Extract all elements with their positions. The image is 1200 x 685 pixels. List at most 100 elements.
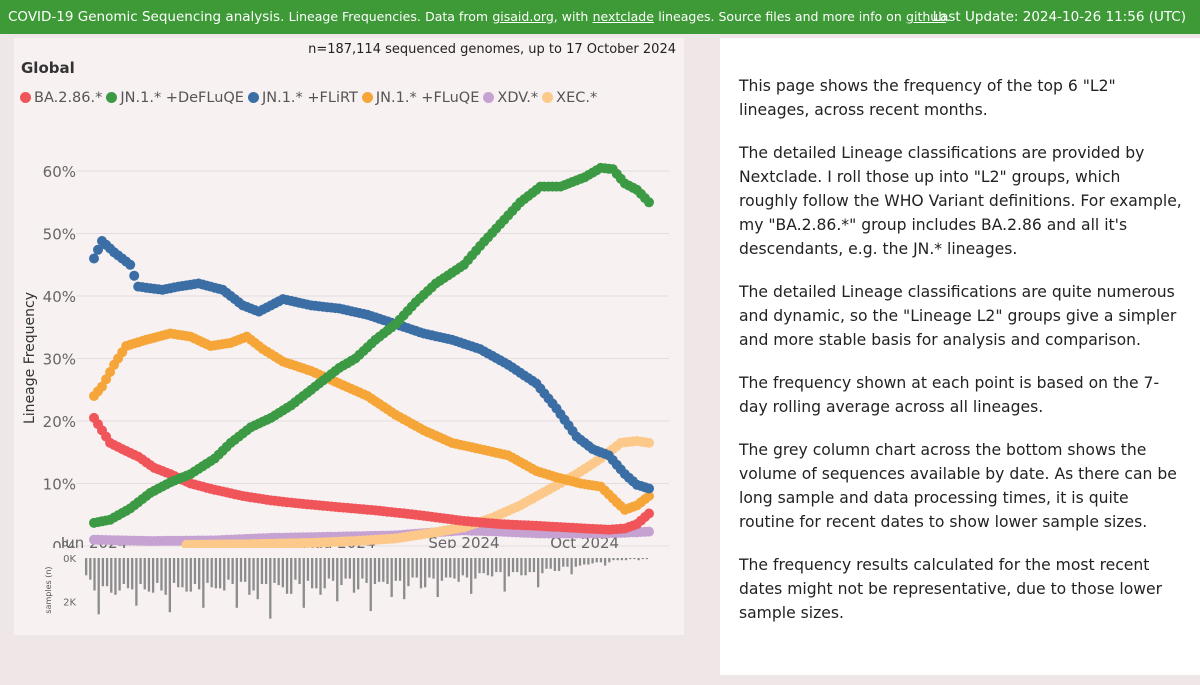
- samples-bar[interactable]: [465, 558, 469, 578]
- samples-bar[interactable]: [143, 558, 146, 590]
- legend-item[interactable]: JN.1.* +DeFLuQE: [106, 90, 244, 106]
- samples-bar[interactable]: [603, 558, 607, 566]
- samples-bar[interactable]: [629, 558, 632, 560]
- samples-bar[interactable]: [470, 558, 473, 594]
- samples-bar[interactable]: [369, 558, 372, 612]
- samples-bar[interactable]: [227, 558, 230, 580]
- samples-bar[interactable]: [110, 558, 113, 593]
- data-point[interactable]: [101, 374, 112, 385]
- samples-bar[interactable]: [620, 558, 623, 561]
- samples-bar[interactable]: [344, 558, 347, 579]
- samples-bar[interactable]: [214, 558, 218, 589]
- samples-bar[interactable]: [181, 558, 184, 588]
- data-point[interactable]: [129, 270, 140, 281]
- samples-bar[interactable]: [285, 558, 289, 594]
- samples-bar[interactable]: [156, 558, 159, 583]
- data-point[interactable]: [644, 491, 654, 501]
- samples-bar[interactable]: [436, 558, 439, 597]
- samples-bar[interactable]: [189, 558, 192, 592]
- series-ba-2-86[interactable]: [89, 412, 654, 535]
- samples-bar[interactable]: [239, 558, 243, 582]
- samples-bar[interactable]: [177, 558, 180, 588]
- samples-bar[interactable]: [277, 558, 280, 586]
- samples-bar[interactable]: [461, 558, 464, 576]
- data-point[interactable]: [644, 197, 654, 208]
- samples-bar[interactable]: [290, 558, 293, 594]
- samples-bar[interactable]: [440, 558, 444, 581]
- samples-bar[interactable]: [432, 558, 435, 579]
- samples-bar[interactable]: [122, 558, 125, 584]
- samples-bar[interactable]: [478, 558, 481, 574]
- samples-bar[interactable]: [126, 558, 130, 589]
- samples-bar[interactable]: [365, 558, 368, 583]
- samples-bar[interactable]: [532, 558, 536, 573]
- samples-bar[interactable]: [545, 558, 548, 569]
- samples-bar[interactable]: [114, 558, 117, 595]
- samples-bar[interactable]: [377, 558, 381, 582]
- samples-bar[interactable]: [457, 558, 460, 582]
- samples-bar[interactable]: [566, 558, 569, 567]
- samples-bar[interactable]: [269, 558, 272, 619]
- samples-bar[interactable]: [105, 558, 109, 587]
- samples-bar[interactable]: [281, 558, 284, 588]
- samples-bar[interactable]: [260, 558, 264, 584]
- samples-bar[interactable]: [89, 558, 92, 580]
- samples-bar[interactable]: [453, 558, 456, 579]
- samples-bar[interactable]: [352, 558, 356, 593]
- legend-item[interactable]: JN.1.* +FLiRT: [247, 90, 358, 106]
- samples-bar[interactable]: [549, 558, 552, 569]
- samples-bar[interactable]: [172, 558, 176, 583]
- samples-bar[interactable]: [562, 558, 565, 567]
- samples-bar[interactable]: [587, 558, 590, 565]
- samples-bar[interactable]: [160, 558, 163, 591]
- samples-bar[interactable]: [557, 558, 561, 571]
- gisaid-link[interactable]: gisaid.org: [492, 9, 554, 24]
- samples-bar[interactable]: [323, 558, 326, 589]
- lineage-frequency-chart[interactable]: Lineage Frequency0%10%20%30%40%50%60%Jun…: [14, 118, 684, 548]
- samples-bar[interactable]: [139, 558, 142, 584]
- samples-bar[interactable]: [315, 558, 318, 589]
- samples-bar[interactable]: [591, 558, 594, 564]
- samples-bar[interactable]: [135, 558, 138, 606]
- data-point[interactable]: [644, 483, 654, 494]
- samples-bar[interactable]: [415, 558, 418, 578]
- samples-bar[interactable]: [503, 558, 506, 592]
- samples-bar[interactable]: [411, 558, 414, 578]
- samples-bar[interactable]: [403, 558, 406, 600]
- samples-bar[interactable]: [624, 558, 628, 561]
- samples-bar[interactable]: [616, 558, 619, 561]
- data-point[interactable]: [644, 526, 654, 537]
- samples-bar[interactable]: [168, 558, 171, 613]
- samples-bar[interactable]: [595, 558, 598, 563]
- samples-bar[interactable]: [93, 558, 96, 591]
- samples-bar[interactable]: [306, 558, 310, 581]
- series-xec[interactable]: [181, 436, 655, 548]
- samples-bar[interactable]: [507, 558, 510, 577]
- samples-bar[interactable]: [85, 558, 88, 576]
- legend-item[interactable]: XEC.*: [542, 90, 597, 106]
- samples-bar[interactable]: [474, 558, 477, 579]
- samples-bar[interactable]: [231, 558, 234, 584]
- samples-bar[interactable]: [151, 558, 155, 593]
- data-point[interactable]: [97, 381, 107, 392]
- samples-bar[interactable]: [516, 558, 519, 573]
- samples-bar[interactable]: [578, 558, 582, 566]
- legend-item[interactable]: JN.1.* +FLuQE: [361, 90, 479, 106]
- github-link[interactable]: github: [906, 9, 947, 24]
- data-point[interactable]: [125, 259, 136, 270]
- samples-bar[interactable]: [486, 558, 490, 576]
- series-jn-1-fluqe[interactable]: [89, 328, 654, 515]
- samples-bar[interactable]: [449, 558, 452, 578]
- samples-bar[interactable]: [633, 558, 636, 560]
- samples-bar[interactable]: [528, 558, 531, 573]
- samples-bar[interactable]: [206, 558, 209, 583]
- samples-bar[interactable]: [164, 558, 167, 595]
- samples-bar[interactable]: [520, 558, 523, 576]
- samples-bar[interactable]: [407, 558, 410, 587]
- samples-bar[interactable]: [428, 558, 431, 578]
- samples-bar[interactable]: [193, 558, 197, 584]
- samples-bar[interactable]: [373, 558, 377, 584]
- samples-bar[interactable]: [541, 558, 544, 574]
- chart-legend[interactable]: BA.2.86.* JN.1.* +DeFLuQE JN.1.* +FLiRT JN.…: [20, 90, 601, 106]
- samples-bar[interactable]: [327, 558, 331, 579]
